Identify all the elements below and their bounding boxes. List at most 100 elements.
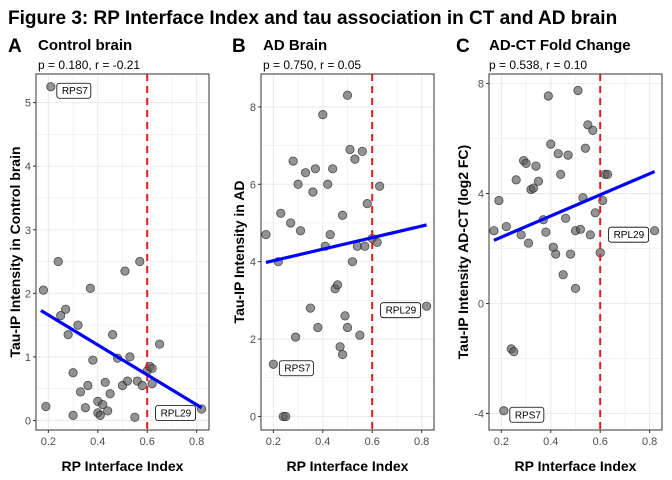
panel-letter: C bbox=[456, 36, 470, 57]
panel-letter: A bbox=[8, 36, 22, 57]
data-point bbox=[293, 179, 303, 189]
data-point bbox=[125, 352, 135, 362]
data-point bbox=[362, 199, 372, 209]
grid bbox=[489, 74, 662, 430]
data-point bbox=[85, 283, 95, 293]
data-point bbox=[73, 320, 83, 330]
data-point bbox=[120, 266, 130, 276]
x-tick-label: 0.4 bbox=[315, 436, 330, 448]
y-tick-label: 8 bbox=[478, 79, 484, 91]
data-point bbox=[588, 125, 598, 135]
x-tick-label: 0.8 bbox=[642, 436, 657, 448]
data-point bbox=[558, 270, 568, 280]
y-tick-label: 6 bbox=[250, 179, 256, 191]
data-point bbox=[590, 208, 600, 218]
data-point bbox=[501, 221, 511, 232]
data-point bbox=[345, 144, 355, 155]
annotation-rps7: RPS7 bbox=[509, 406, 545, 423]
panel-subtitle: p = 0.180, r = -0.21 bbox=[38, 58, 140, 72]
x-tick-label: 0.6 bbox=[365, 436, 380, 448]
data-point bbox=[98, 399, 108, 410]
data-point bbox=[95, 410, 105, 420]
data-point bbox=[325, 229, 335, 240]
data-point bbox=[570, 283, 581, 294]
data-point bbox=[357, 146, 367, 156]
data-point bbox=[313, 322, 323, 333]
x-axis-title: RP Interface Index bbox=[287, 458, 409, 474]
data-point bbox=[553, 149, 563, 159]
figure-title: Figure 3: RP Interface Index and tau ass… bbox=[8, 8, 617, 29]
panel-border bbox=[35, 73, 210, 431]
data-point bbox=[318, 110, 328, 120]
y-tick-label: 4 bbox=[25, 161, 31, 173]
y-tick-label: 5 bbox=[25, 98, 31, 110]
panel-letter: B bbox=[232, 36, 246, 57]
data-point bbox=[56, 310, 66, 321]
fit-line bbox=[493, 170, 656, 242]
y-tick-label: 1 bbox=[25, 352, 31, 364]
annotation-box bbox=[278, 360, 314, 377]
data-point bbox=[342, 322, 353, 333]
data-point bbox=[268, 359, 278, 369]
data-point bbox=[531, 161, 541, 171]
y-axis-title: Tau-IP Intensity in Control brain bbox=[7, 146, 23, 357]
data-point bbox=[323, 179, 333, 189]
data-point bbox=[61, 304, 71, 314]
data-point bbox=[41, 401, 51, 412]
data-point bbox=[122, 376, 133, 386]
data-point bbox=[533, 176, 544, 186]
data-point bbox=[337, 349, 348, 360]
data-point bbox=[105, 389, 115, 399]
panel-b: B AD Brain p = 0.750, r = 0.05 RPS7 RPL29 0.2… bbox=[231, 36, 435, 474]
fit-line bbox=[265, 223, 427, 265]
data-point bbox=[53, 256, 63, 267]
annotation-rps7: RPS7 bbox=[278, 360, 314, 377]
data-point bbox=[38, 285, 49, 295]
data-point bbox=[88, 355, 98, 365]
data-point bbox=[295, 226, 306, 236]
data-point bbox=[300, 168, 311, 178]
annotation-label: RPS7 bbox=[62, 86, 89, 97]
y-tick-label: 0 bbox=[25, 415, 31, 427]
data-point bbox=[103, 406, 113, 416]
data-point bbox=[100, 377, 110, 387]
y-tick-label: 2 bbox=[250, 334, 256, 346]
annotation-box bbox=[608, 226, 649, 243]
data-point bbox=[340, 311, 350, 321]
data-point bbox=[355, 330, 365, 340]
fit-line bbox=[40, 309, 203, 410]
data-point bbox=[516, 230, 526, 240]
x-tick-label: 0.6 bbox=[140, 436, 155, 448]
panel-subtitle: p = 0.538, r = 0.10 bbox=[489, 58, 587, 72]
y-tick-label: 2 bbox=[25, 288, 31, 300]
annotation-box bbox=[155, 405, 196, 421]
y-tick-label: 8 bbox=[250, 102, 256, 114]
y-axis-title: Tau-IP Intensity in AD bbox=[231, 181, 247, 324]
x-tick-label: 0.8 bbox=[189, 436, 204, 448]
y-tick-label: 0 bbox=[250, 411, 256, 423]
data-point bbox=[561, 213, 571, 223]
data-point bbox=[372, 237, 382, 247]
x-tick-label: 0.2 bbox=[41, 436, 56, 448]
y-tick-label: 4 bbox=[250, 257, 256, 269]
panel-a: A Control brain p = 0.180, r = -0.21 RPS7 RP… bbox=[7, 36, 210, 474]
grid bbox=[261, 74, 434, 430]
panel-title: Control brain bbox=[38, 37, 132, 54]
annotation-box bbox=[380, 302, 421, 319]
data-point bbox=[575, 224, 586, 234]
data-point bbox=[509, 347, 519, 357]
annotation-rpl29: RPL29 bbox=[155, 405, 196, 421]
data-point bbox=[335, 342, 345, 352]
annotation-label: RPL29 bbox=[386, 306, 417, 317]
annotation-rps7: RPS7 bbox=[56, 82, 92, 99]
data-point bbox=[360, 241, 370, 251]
x-tick-label: 0.4 bbox=[90, 436, 105, 448]
data-point bbox=[328, 164, 338, 174]
y-tick-label: 4 bbox=[478, 189, 484, 201]
data-point bbox=[147, 363, 157, 373]
data-point bbox=[276, 208, 286, 218]
data-point bbox=[288, 156, 298, 166]
data-point bbox=[489, 226, 499, 236]
data-point bbox=[551, 249, 561, 259]
